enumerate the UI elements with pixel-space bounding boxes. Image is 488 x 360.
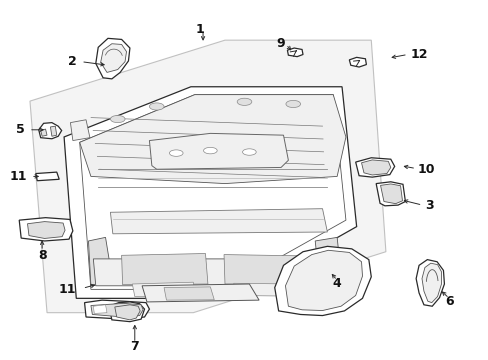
Ellipse shape (203, 147, 217, 154)
Ellipse shape (242, 149, 256, 155)
Text: 6: 6 (444, 296, 453, 309)
Ellipse shape (303, 279, 312, 283)
Ellipse shape (369, 165, 382, 170)
Polygon shape (30, 40, 385, 313)
Ellipse shape (308, 270, 343, 289)
Polygon shape (224, 255, 315, 285)
Polygon shape (19, 218, 73, 241)
Polygon shape (132, 282, 195, 297)
Polygon shape (50, 126, 57, 136)
Polygon shape (64, 87, 356, 298)
Polygon shape (39, 123, 61, 139)
Polygon shape (101, 44, 126, 72)
Polygon shape (93, 305, 107, 314)
Text: 7: 7 (130, 340, 139, 353)
Ellipse shape (172, 292, 178, 296)
Ellipse shape (183, 294, 188, 297)
Polygon shape (380, 184, 402, 204)
Polygon shape (96, 39, 130, 79)
Polygon shape (149, 134, 288, 169)
Ellipse shape (285, 100, 300, 108)
Text: 3: 3 (424, 199, 433, 212)
Text: 1: 1 (195, 23, 204, 36)
Polygon shape (122, 253, 207, 285)
Polygon shape (36, 172, 59, 181)
Text: 10: 10 (417, 163, 434, 176)
Text: 2: 2 (67, 55, 76, 68)
Text: 9: 9 (276, 37, 285, 50)
Ellipse shape (354, 60, 362, 64)
Ellipse shape (341, 276, 349, 281)
Polygon shape (84, 300, 149, 319)
Polygon shape (315, 237, 341, 288)
Ellipse shape (35, 226, 54, 233)
Ellipse shape (149, 103, 163, 110)
Text: 5: 5 (16, 123, 25, 136)
Polygon shape (361, 160, 390, 175)
Text: 8: 8 (38, 249, 46, 262)
Polygon shape (163, 287, 214, 300)
Polygon shape (415, 260, 444, 306)
Polygon shape (348, 57, 366, 67)
Ellipse shape (169, 150, 183, 156)
Ellipse shape (42, 174, 53, 179)
Polygon shape (91, 303, 143, 317)
Polygon shape (142, 284, 259, 302)
Text: 11: 11 (10, 170, 27, 183)
Polygon shape (80, 95, 345, 184)
Polygon shape (115, 305, 140, 320)
Polygon shape (93, 259, 336, 286)
Ellipse shape (291, 50, 299, 54)
Ellipse shape (320, 265, 329, 269)
Polygon shape (41, 129, 47, 136)
Ellipse shape (110, 116, 125, 123)
Polygon shape (233, 283, 297, 296)
Polygon shape (375, 182, 405, 206)
Polygon shape (27, 222, 65, 238)
Polygon shape (88, 237, 113, 286)
Text: 11: 11 (59, 283, 76, 296)
Polygon shape (110, 209, 327, 234)
Text: 4: 4 (332, 278, 341, 291)
Polygon shape (274, 246, 370, 316)
Polygon shape (355, 158, 394, 177)
Text: 12: 12 (409, 48, 427, 61)
Polygon shape (109, 302, 144, 321)
Polygon shape (70, 120, 90, 140)
Polygon shape (285, 250, 362, 311)
Polygon shape (421, 263, 441, 303)
Polygon shape (287, 48, 303, 57)
Ellipse shape (237, 98, 251, 105)
